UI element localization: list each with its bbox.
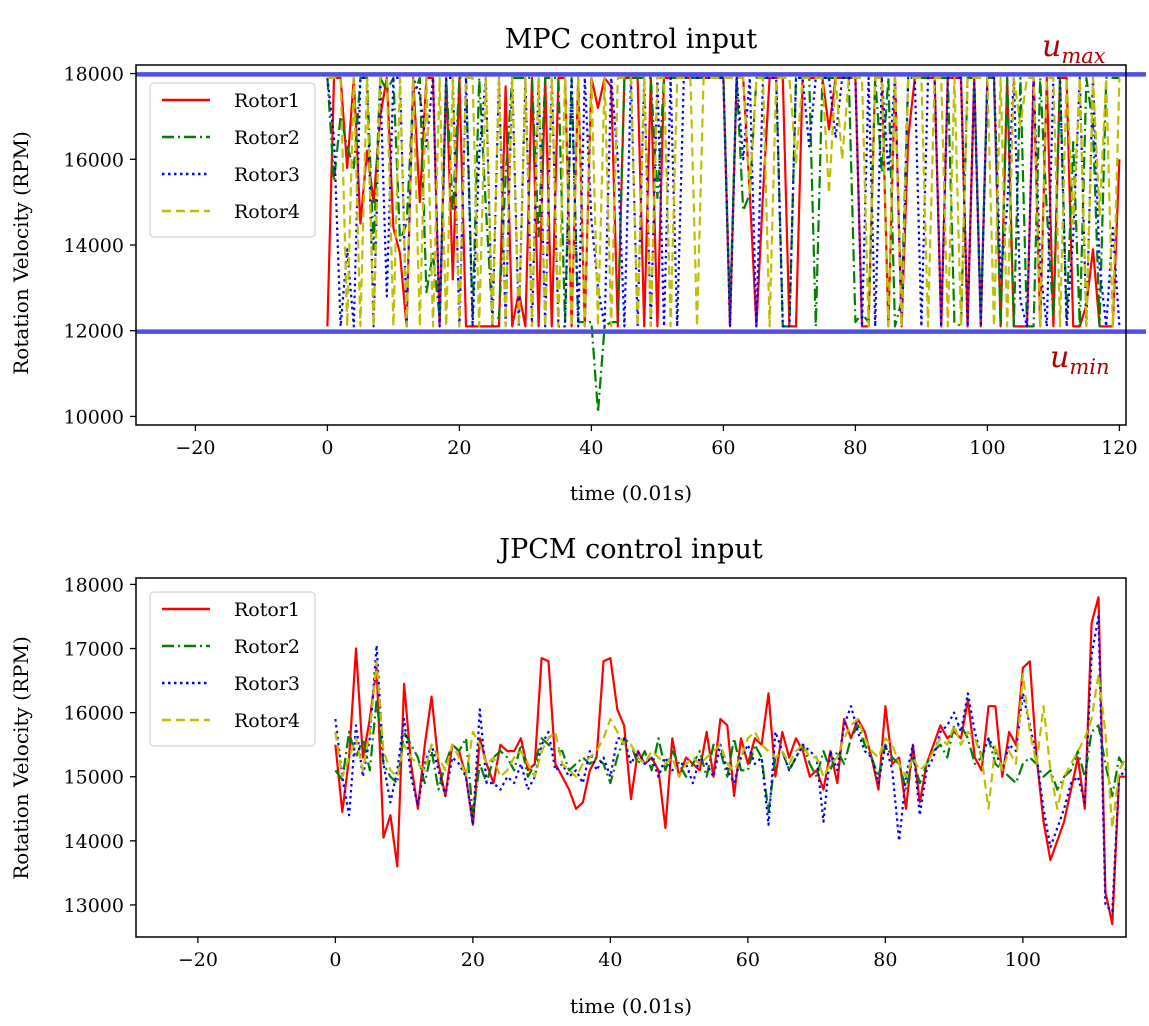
mpc-legend: Rotor1 Rotor2 Rotor3 Rotor4 [149, 82, 316, 238]
mpc-legend-label-rotor1: Rotor1 [234, 90, 300, 112]
mpc-x-tick-label: −20 [175, 437, 215, 459]
jpcm-y-ticks: 13000 14000 15000 16000 17000 18000 [64, 574, 136, 917]
jpcm-chart: JPCM control input −20 0 20 40 60 80 100 13000… [9, 534, 1127, 1018]
mpc-x-tick-label: 120 [1101, 437, 1137, 459]
jpcm-x-axis-label: time (0.01s) [570, 994, 692, 1018]
mpc-x-tick-label: 0 [321, 437, 333, 459]
u-min-subscript: min [1069, 355, 1109, 379]
jpcm-x-tick-label: 0 [329, 949, 341, 971]
mpc-legend-label-rotor3: Rotor3 [234, 164, 300, 186]
jpcm-x-ticks: −20 0 20 40 60 80 100 [178, 937, 1041, 971]
jpcm-y-tick-label: 16000 [64, 703, 124, 725]
jpcm-x-tick-label: 100 [1005, 949, 1041, 971]
jpcm-x-tick-label: 80 [873, 949, 897, 971]
mpc-reference-lines [136, 72, 1146, 334]
jpcm-plot-frame [135, 577, 1127, 938]
jpcm-series-rotor3 [334, 615, 1126, 913]
mpc-x-axis-label: time (0.01s) [570, 481, 692, 505]
mpc-y-tick-label: 12000 [64, 321, 124, 343]
mpc-x-tick-label: 80 [843, 437, 867, 459]
jpcm-series-rotor4 [334, 660, 1126, 830]
jpcm-y-axis-label: Rotation Velocity (RPM) [9, 636, 33, 880]
jpcm-x-tick-label: 20 [461, 949, 485, 971]
mpc-y-axis-label: Rotation Velocity (RPM) [9, 131, 33, 375]
jpcm-chart-title: JPCM control input [496, 534, 763, 565]
jpcm-legend: Rotor1 Rotor2 Rotor3 Rotor4 [149, 591, 316, 747]
jpcm-legend-label-rotor2: Rotor2 [234, 636, 300, 658]
u-max-symbol: u [1042, 29, 1061, 64]
u-max-annotation: umax [1042, 29, 1106, 68]
mpc-legend-label-rotor2: Rotor2 [234, 127, 300, 149]
u-min-annotation: umin [1050, 340, 1109, 379]
mpc-chart-title: MPC control input [505, 24, 758, 55]
mpc-y-tick-label: 16000 [64, 149, 124, 171]
jpcm-series-rotor1 [334, 596, 1126, 926]
jpcm-y-tick-label: 17000 [64, 639, 124, 661]
mpc-y-ticks: 10000 12000 14000 16000 18000 [64, 64, 136, 428]
mpc-legend-label-rotor4: Rotor4 [234, 201, 300, 223]
jpcm-legend-label-rotor4: Rotor4 [234, 710, 300, 732]
mpc-x-tick-label: 100 [969, 437, 1005, 459]
jpcm-x-tick-label: 60 [736, 949, 760, 971]
mpc-chart: MPC control input −20 0 20 40 60 80 100 120 100… [9, 24, 1146, 505]
jpcm-legend-label-rotor3: Rotor3 [234, 673, 300, 695]
mpc-x-ticks: −20 0 20 40 60 80 100 120 [175, 425, 1138, 459]
mpc-y-tick-label: 10000 [64, 406, 124, 428]
mpc-y-tick-label: 18000 [64, 64, 124, 86]
mpc-series-rotor2 [326, 76, 1120, 414]
mpc-series-rotor4 [327, 76, 1121, 328]
mpc-series-group [326, 76, 1121, 414]
jpcm-y-tick-label: 14000 [64, 831, 124, 853]
jpcm-x-tick-label: −20 [178, 949, 218, 971]
jpcm-x-tick-label: 40 [598, 949, 622, 971]
mpc-x-tick-label: 40 [579, 437, 603, 459]
u-max-subscript: max [1061, 44, 1105, 68]
mpc-x-tick-label: 60 [711, 437, 735, 459]
jpcm-y-tick-label: 18000 [64, 574, 124, 596]
u-min-symbol: u [1050, 340, 1069, 375]
jpcm-series-group [334, 596, 1126, 926]
jpcm-y-tick-label: 13000 [64, 895, 124, 917]
jpcm-y-tick-label: 15000 [64, 767, 124, 789]
mpc-y-tick-label: 14000 [64, 235, 124, 257]
mpc-x-tick-label: 20 [447, 437, 471, 459]
jpcm-legend-label-rotor1: Rotor1 [234, 599, 300, 621]
